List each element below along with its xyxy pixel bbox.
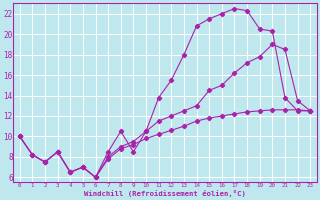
X-axis label: Windchill (Refroidissement éolien,°C): Windchill (Refroidissement éolien,°C) — [84, 190, 246, 197]
